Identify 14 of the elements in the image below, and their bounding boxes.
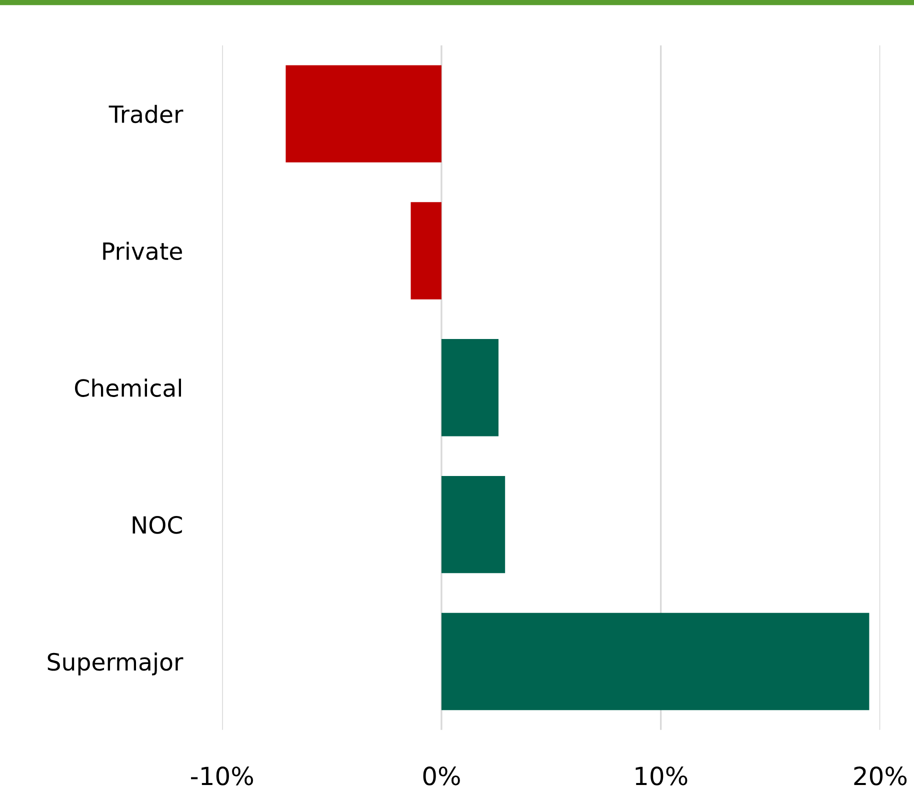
y-tick-label: Private: [103, 242, 182, 260]
y-tick-label: Trader: [108, 104, 184, 124]
bar: [441, 339, 498, 436]
bar: [441, 612, 870, 710]
y-tick-label: Supermajor: [48, 652, 184, 676]
x-tick-label: 10%: [636, 766, 688, 786]
y-tick-label: Chemical: [74, 378, 181, 397]
bar: [410, 202, 442, 300]
x-tick-label: 0%: [423, 766, 460, 786]
x-tick-label: 20%: [854, 766, 907, 786]
y-tick-label: NOC: [132, 516, 182, 534]
bar: [441, 476, 506, 574]
x-tick-label: -10%: [191, 766, 254, 786]
bar: [286, 65, 442, 162]
